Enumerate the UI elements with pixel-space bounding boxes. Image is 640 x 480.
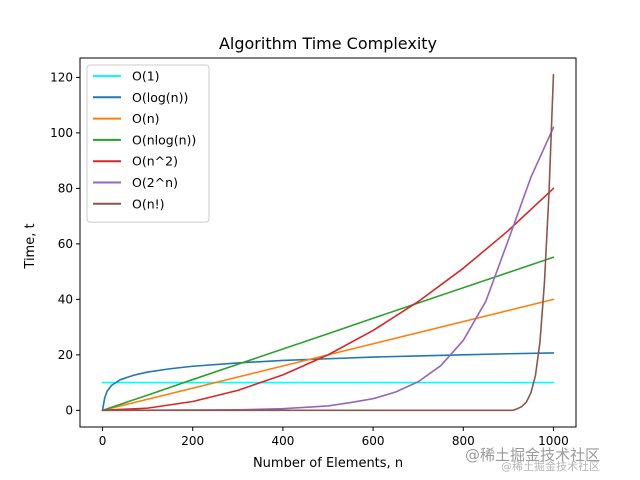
y-tick-label: 100 (50, 126, 73, 140)
legend-label-o-1: O(1) (132, 69, 160, 84)
x-tick-label: 200 (181, 434, 204, 448)
legend-label-o-2-n: O(2^n) (132, 175, 178, 190)
legend: O(1) O(log(n)) O(n) O(nlog(n)) O(n^2) O(2^n) O… (86, 64, 210, 223)
y-tick-label: 0 (65, 403, 73, 417)
y-tick-label: 20 (58, 348, 73, 362)
axes-frame (79, 57, 577, 428)
x-tick-label: 1000 (538, 434, 569, 448)
y-tick-label: 40 (58, 292, 73, 306)
legend-label-o-n-2: O(n^2) (132, 154, 178, 169)
watermark-subtext: @稀土掘金技术社区 (501, 460, 600, 473)
series-line-o-2-n (101, 126, 555, 412)
ticks-layer: 0 200 400 600 800 1000 0 20 40 60 80 100 120 (50, 70, 569, 448)
chart-title: Algorithm Time Complexity (219, 34, 437, 53)
series-line-o-n (101, 73, 555, 412)
y-tick-label: 80 (58, 181, 73, 195)
legend-label-o-log-n: O(log(n)) (132, 90, 188, 105)
x-tick-label: 0 (99, 434, 107, 448)
watermark-text: @稀土掘金技术社区 (465, 446, 601, 464)
series-line-o-log-n (101, 352, 555, 412)
legend-label-o-n: O(n!) (132, 196, 165, 211)
x-tick-label: 400 (271, 434, 294, 448)
series-layer (101, 73, 555, 412)
y-axis-label: Time, t (23, 223, 38, 269)
x-axis-label: Number of Elements, n (253, 456, 403, 471)
y-tick-label: 120 (50, 70, 73, 84)
series-line-o-n-2 (101, 187, 555, 412)
y-tick-label: 60 (58, 237, 73, 251)
plot-area (101, 73, 555, 412)
x-tick-label: 600 (362, 434, 385, 448)
watermark: @稀土掘金技术社区 @稀土掘金技术社区 (465, 444, 640, 480)
x-tick-label: 800 (452, 434, 475, 448)
series-line-o-nlog-n (101, 256, 555, 412)
legend-label-o-nlog-n: O(nlog(n)) (132, 132, 196, 147)
legend-label-o-n: O(n) (132, 111, 160, 126)
